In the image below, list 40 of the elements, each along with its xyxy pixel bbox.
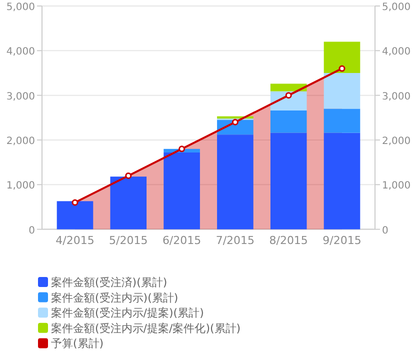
point: [178, 146, 186, 152]
x-tick-label: 6/2015: [162, 234, 202, 247]
y-tick-label: 4,000: [6, 46, 35, 58]
x-tick-label: 9/2015: [322, 234, 362, 247]
y2-tick-label: 0: [382, 225, 388, 236]
x-tick-label: 7/2015: [216, 234, 255, 247]
y-tick-label: 2,000: [6, 136, 35, 147]
y-tick-label: 1,000: [6, 180, 35, 192]
y2-tick-label: 1,000: [382, 180, 411, 192]
bar: [324, 108, 360, 133]
x-tick-label: 4/2015: [56, 234, 94, 247]
legend-label: 案件金額(受注内示)(累計): [51, 291, 178, 304]
legend-label: 案件金額(受注済)(累計): [51, 276, 168, 289]
point: [72, 199, 78, 206]
bar: [217, 134, 254, 230]
y-tick-label: 3,000: [6, 91, 35, 102]
bar: [324, 132, 360, 230]
bar: [56, 201, 94, 230]
y-tick-label: 5,000: [6, 2, 35, 13]
legend-label: 案件金額(受注内示/提案/案件化)(累計): [51, 322, 241, 335]
y2-tick-label: 3,000: [382, 91, 411, 102]
bar: [270, 132, 307, 230]
bar: [270, 84, 307, 92]
y2-tick-label: 4,000: [382, 46, 411, 58]
bar: [324, 72, 360, 109]
bar: [270, 110, 307, 133]
bar: [324, 42, 360, 73]
point: [285, 92, 292, 99]
x-tick-label: 5/2015: [109, 234, 148, 247]
y2-tick-label: 2,000: [382, 136, 411, 147]
bar: [110, 176, 147, 230]
x-tick-label: 8/2015: [269, 234, 308, 247]
point: [232, 118, 238, 126]
point: [338, 65, 346, 72]
y2-tick-label: 5,000: [382, 2, 411, 13]
legend-label: 案件金額(受注内示/提案)(累計): [51, 306, 204, 320]
y-tick-label: 0: [28, 225, 35, 236]
point: [125, 172, 132, 179]
legend-label: 予算(累計): [51, 337, 104, 350]
bar: [164, 152, 200, 230]
